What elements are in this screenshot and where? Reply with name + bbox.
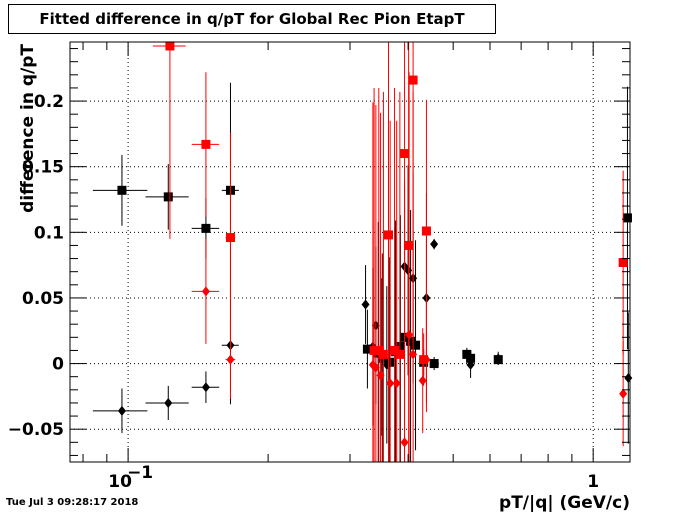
square-marker xyxy=(378,349,388,359)
diamond-marker xyxy=(376,370,385,381)
diamond-marker xyxy=(226,354,235,365)
diamond-marker xyxy=(418,375,427,386)
square-marker xyxy=(411,340,421,350)
square-marker xyxy=(421,226,431,236)
chart-title-box: Fitted difference in q/pT for Global Rec… xyxy=(8,4,496,34)
series-3 xyxy=(152,41,628,462)
y-tick-label: 0.15 xyxy=(22,158,64,178)
square-marker xyxy=(404,240,414,250)
diamond-marker xyxy=(392,378,401,389)
diamond-marker xyxy=(409,349,418,360)
square-marker xyxy=(384,230,394,240)
y-tick-label: 0.1 xyxy=(34,223,64,243)
square-marker xyxy=(622,213,632,223)
diamond-marker xyxy=(400,437,409,448)
diamond-marker xyxy=(201,382,210,393)
x-tick-label-exponent: −1 xyxy=(127,463,153,483)
y-axis-label: difference in q/pT xyxy=(18,44,38,213)
series-1 xyxy=(92,82,632,462)
y-tick-label: 0 xyxy=(52,355,64,375)
square-marker xyxy=(385,357,395,367)
x-axis-label: pT/|q| (GeV/c) xyxy=(499,493,630,513)
chart-title: Fitted difference in q/pT for Global Rec… xyxy=(39,10,465,28)
plot-frame xyxy=(69,41,631,463)
diamond-marker xyxy=(494,353,503,364)
square-marker xyxy=(395,342,405,351)
series-2 xyxy=(92,165,633,444)
square-marker xyxy=(369,345,379,355)
diamond-marker xyxy=(619,388,628,399)
square-marker xyxy=(429,359,439,369)
diamond-marker xyxy=(386,378,395,389)
square-marker xyxy=(390,345,400,355)
diamond-marker xyxy=(164,397,173,408)
square-marker xyxy=(618,258,628,267)
square-marker xyxy=(165,41,175,51)
square-marker xyxy=(408,75,418,85)
square-marker xyxy=(117,185,127,195)
series-4 xyxy=(191,72,628,462)
diamond-marker xyxy=(117,405,126,416)
grid-lines xyxy=(70,42,630,462)
diamond-marker xyxy=(405,329,414,340)
diamond-marker xyxy=(361,299,370,310)
square-marker xyxy=(201,223,211,233)
x-tick-label: 10 xyxy=(108,472,132,492)
timestamp: Tue Jul 3 09:28:17 2018 xyxy=(6,497,139,508)
x-tick-label: 1 xyxy=(587,472,599,492)
diamond-marker xyxy=(624,373,633,383)
y-tick-label: 0.05 xyxy=(22,289,64,309)
diamond-marker xyxy=(422,354,431,365)
square-marker xyxy=(201,139,211,149)
data-points xyxy=(92,41,633,462)
square-marker xyxy=(400,149,410,159)
square-marker xyxy=(406,336,416,346)
diamond-marker xyxy=(201,286,210,297)
y-tick-label: −0.05 xyxy=(8,420,64,440)
square-marker xyxy=(395,349,405,359)
square-marker xyxy=(163,192,173,202)
square-marker xyxy=(225,233,235,243)
diamond-marker xyxy=(404,265,413,276)
diamond-marker xyxy=(430,239,439,250)
axes: −0.05 0 0.05 0.1 0.15 0.2 10−1 1 xyxy=(8,42,630,492)
diamond-marker xyxy=(466,359,475,370)
square-marker xyxy=(362,344,372,354)
y-tick-label: 0.2 xyxy=(34,92,64,112)
square-marker xyxy=(374,345,384,355)
diamond-marker xyxy=(371,362,380,373)
